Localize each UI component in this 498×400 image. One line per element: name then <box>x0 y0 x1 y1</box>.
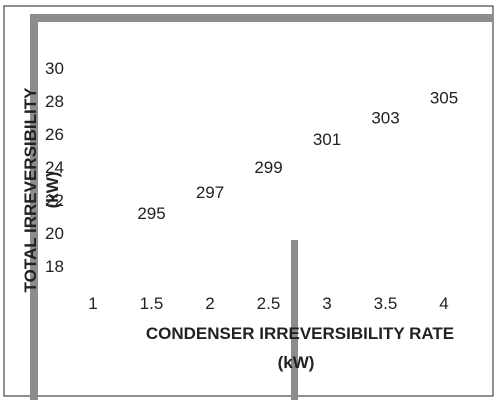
data-point-label: 295 <box>137 204 165 223</box>
x-tick-label: 1.5 <box>140 294 164 313</box>
data-point-label: 303 <box>371 109 399 128</box>
data-labels: 295 297 299 301 303 305 <box>137 89 458 224</box>
x-tick-labels: 1 1.5 2 2.5 3 3.5 4 <box>88 294 448 313</box>
y-axis-title-line2: (kW) <box>43 172 62 209</box>
x-axis-title-line2: (kW) <box>278 353 315 372</box>
x-axis-title-line1: CONDENSER IRREVERSIBILITY RATE <box>146 324 454 343</box>
y-tick-label: 24 <box>45 158 64 177</box>
x-tick-label: 2.5 <box>257 294 281 313</box>
y-tick-labels: 18 20 22 24 26 28 30 <box>45 59 64 276</box>
chart-frame <box>3 5 494 397</box>
gray-bar-top <box>30 14 493 22</box>
y-tick-label: 28 <box>45 92 64 111</box>
gray-bar-middle <box>291 240 298 400</box>
data-point-label: 297 <box>196 183 224 202</box>
x-tick-label: 3 <box>322 294 331 313</box>
y-axis-title: TOTAL IRREVERSIBILITY (kW) <box>21 87 62 293</box>
y-tick-label: 22 <box>45 191 64 210</box>
y-tick-label: 26 <box>45 125 64 144</box>
data-point-label: 299 <box>254 158 282 177</box>
x-tick-label: 1 <box>88 294 97 313</box>
gray-bar-left <box>30 14 38 400</box>
data-point-label: 301 <box>313 130 341 149</box>
y-tick-label: 20 <box>45 224 64 243</box>
x-tick-label: 3.5 <box>374 294 398 313</box>
y-axis-title-line1: TOTAL IRREVERSIBILITY <box>21 87 40 293</box>
x-tick-label: 4 <box>439 294 448 313</box>
x-tick-label: 2 <box>205 294 214 313</box>
data-point-label: 305 <box>430 89 458 108</box>
y-tick-label: 18 <box>45 257 64 276</box>
y-tick-label: 30 <box>45 59 64 78</box>
